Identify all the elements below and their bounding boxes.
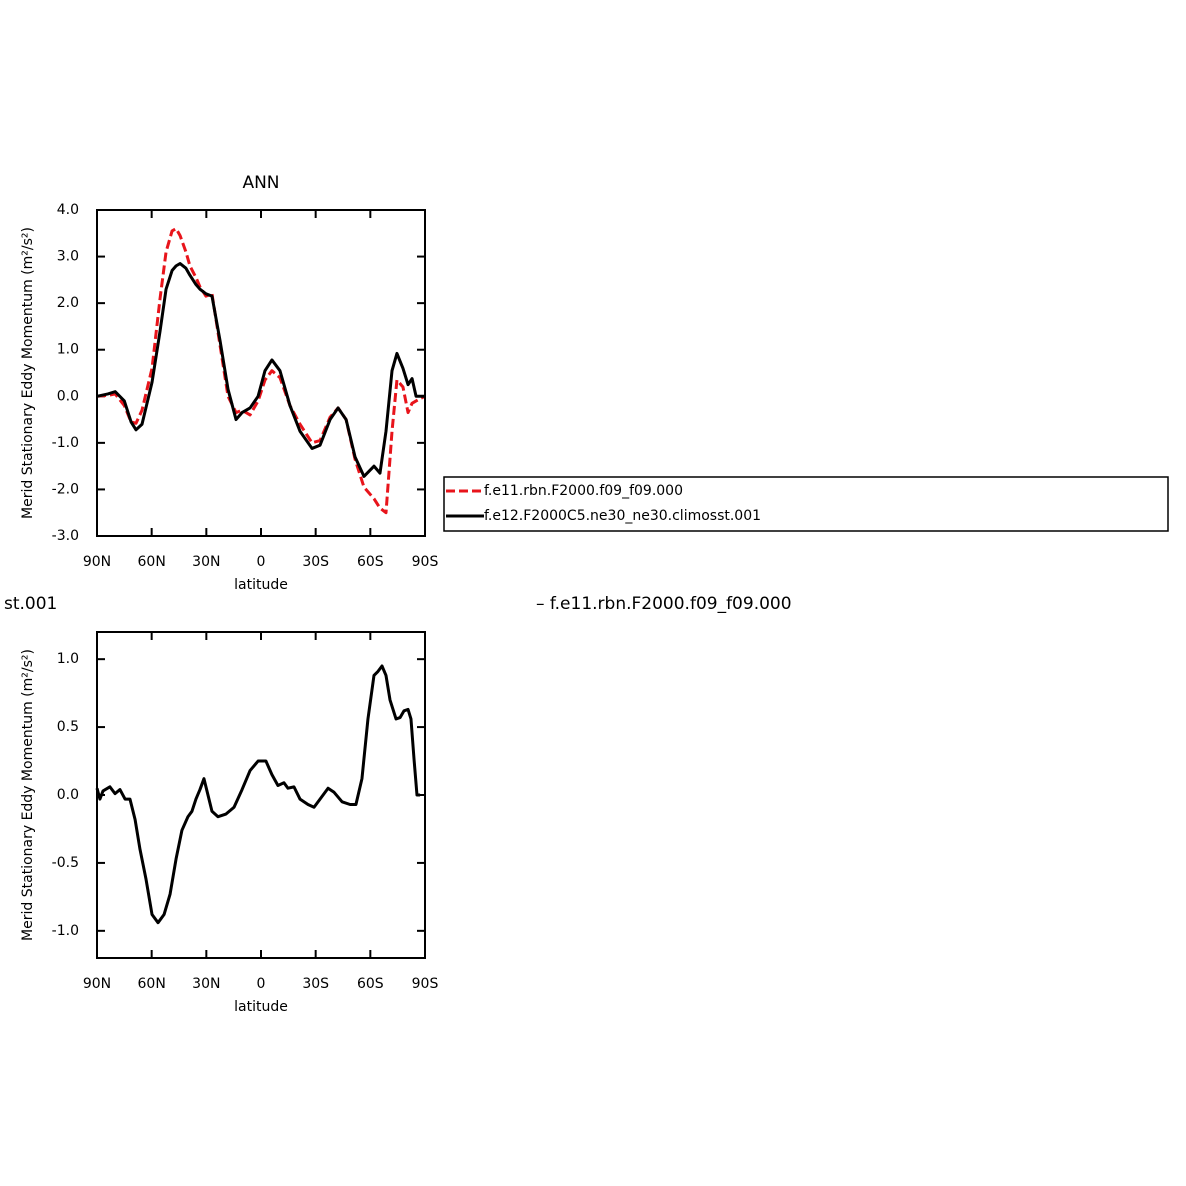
x-tick-label: 0 bbox=[257, 976, 266, 992]
y-tick-label: 1.0 bbox=[57, 651, 79, 667]
y-tick-label: 1.0 bbox=[57, 342, 79, 358]
plot-frame bbox=[96, 209, 426, 537]
x-tick-label: 30N bbox=[192, 976, 220, 992]
x-tick-label: 60S bbox=[357, 554, 384, 570]
x-axis-label: latitude bbox=[234, 999, 288, 1015]
y-tick-label: -1.0 bbox=[52, 435, 79, 451]
x-tick-label: 30S bbox=[302, 554, 329, 570]
legend-box bbox=[443, 476, 1169, 532]
x-tick-label: 90N bbox=[83, 554, 111, 570]
y-tick-label: -1.0 bbox=[52, 923, 79, 939]
data-line bbox=[96, 262, 425, 478]
x-axis-label: latitude bbox=[234, 577, 288, 593]
x-tick-label: 90S bbox=[412, 554, 439, 570]
data-line bbox=[96, 227, 426, 515]
y-axis-label: Merid Stationary Eddy Momentum (m²/s²) bbox=[20, 227, 36, 519]
y-tick-label: 0.0 bbox=[57, 787, 79, 803]
plot-frame bbox=[96, 631, 426, 959]
y-tick-label: 4.0 bbox=[57, 202, 79, 218]
y-tick-label: -0.5 bbox=[52, 855, 79, 871]
y-tick-label: 3.0 bbox=[57, 249, 79, 265]
legend-label: f.e11.rbn.F2000.f09_f09.000 bbox=[484, 483, 683, 499]
y-tick-label: -3.0 bbox=[52, 528, 79, 544]
y-tick-label: 2.0 bbox=[57, 295, 79, 311]
chart-title: st.001 bbox=[4, 594, 57, 614]
y-tick-label: -2.0 bbox=[52, 481, 79, 497]
data-line bbox=[95, 664, 421, 925]
legend-label: f.e12.F2000C5.ne30_ne30.climosst.001 bbox=[484, 508, 761, 524]
x-tick-label: 60N bbox=[138, 976, 166, 992]
x-tick-label: 30S bbox=[302, 976, 329, 992]
x-tick-label: 0 bbox=[257, 554, 266, 570]
y-tick-label: 0.0 bbox=[57, 388, 79, 404]
x-tick-label: 60S bbox=[357, 976, 384, 992]
y-axis-label: Merid Stationary Eddy Momentum (m²/s²) bbox=[20, 649, 36, 941]
x-tick-label: 30N bbox=[192, 554, 220, 570]
x-tick-label: 90S bbox=[412, 976, 439, 992]
x-tick-label: 90N bbox=[83, 976, 111, 992]
chart-subtitle: – f.e11.rbn.F2000.f09_f09.000 bbox=[536, 594, 792, 614]
x-tick-label: 60N bbox=[138, 554, 166, 570]
chart-title: ANN bbox=[242, 173, 279, 193]
y-tick-label: 0.5 bbox=[57, 719, 79, 735]
